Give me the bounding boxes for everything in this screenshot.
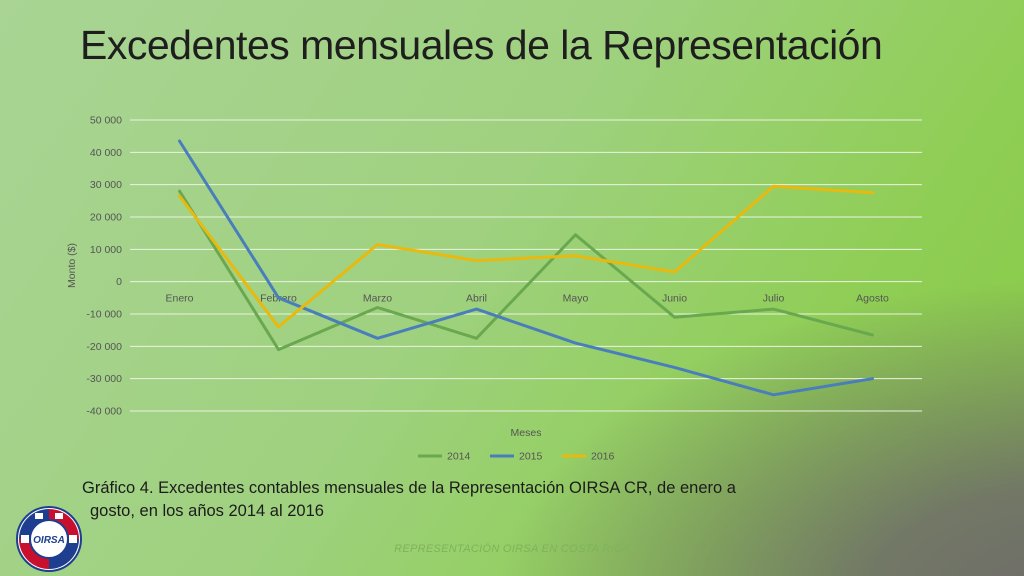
line-chart: 50 000 40 000 30 000 20 000 10 000 0 -10 000 -2… [66,115,922,463]
y-tick-label: -20 000 [86,341,122,353]
caption-line-2: gosto, en los años 2014 al 2016 [90,502,324,520]
legend-label-2014: 2014 [447,451,471,463]
x-tick-label: Marzo [363,293,392,305]
x-tick-label: Abril [466,293,487,305]
caption-line-1: Gráfico 4. Excedentes contables mensuale… [82,479,736,497]
figure-caption: Gráfico 4. Excedentes contables mensuale… [82,477,782,523]
y-axis-title: Monto ($) [66,243,78,288]
y-tick-label: -10 000 [86,309,122,321]
y-tick-label: 50 000 [90,115,122,127]
x-tick-label: Junio [662,293,687,305]
y-tick-label: -30 000 [86,373,122,385]
oirsa-logo-icon: OIRSA [16,506,82,572]
series-line-2014 [178,189,874,352]
y-tick-label: -40 000 [86,406,122,418]
x-axis-title: Meses [511,427,542,439]
y-tick-label: 40 000 [90,147,122,159]
y-tick-label: 20 000 [90,212,122,224]
legend-label-2015: 2015 [519,451,543,463]
x-tick-label: Enero [165,293,193,305]
y-tick-label: 10 000 [90,244,122,256]
series-line-2016 [178,184,874,329]
x-tick-label: Julio [763,293,785,305]
y-tick-label: 0 [116,276,122,288]
footer-text: REPRESENTACIÓN OIRSA EN COSTA RICA [394,543,630,555]
logo-text: OIRSA [33,535,65,546]
x-tick-label: Mayo [563,293,589,305]
series-line-2015 [178,139,874,397]
slide-title: Excedentes mensuales de la Representació… [80,22,883,68]
x-tick-label: Agosto [856,293,889,305]
legend-label-2016: 2016 [591,451,615,463]
y-tick-label: 30 000 [90,179,122,191]
